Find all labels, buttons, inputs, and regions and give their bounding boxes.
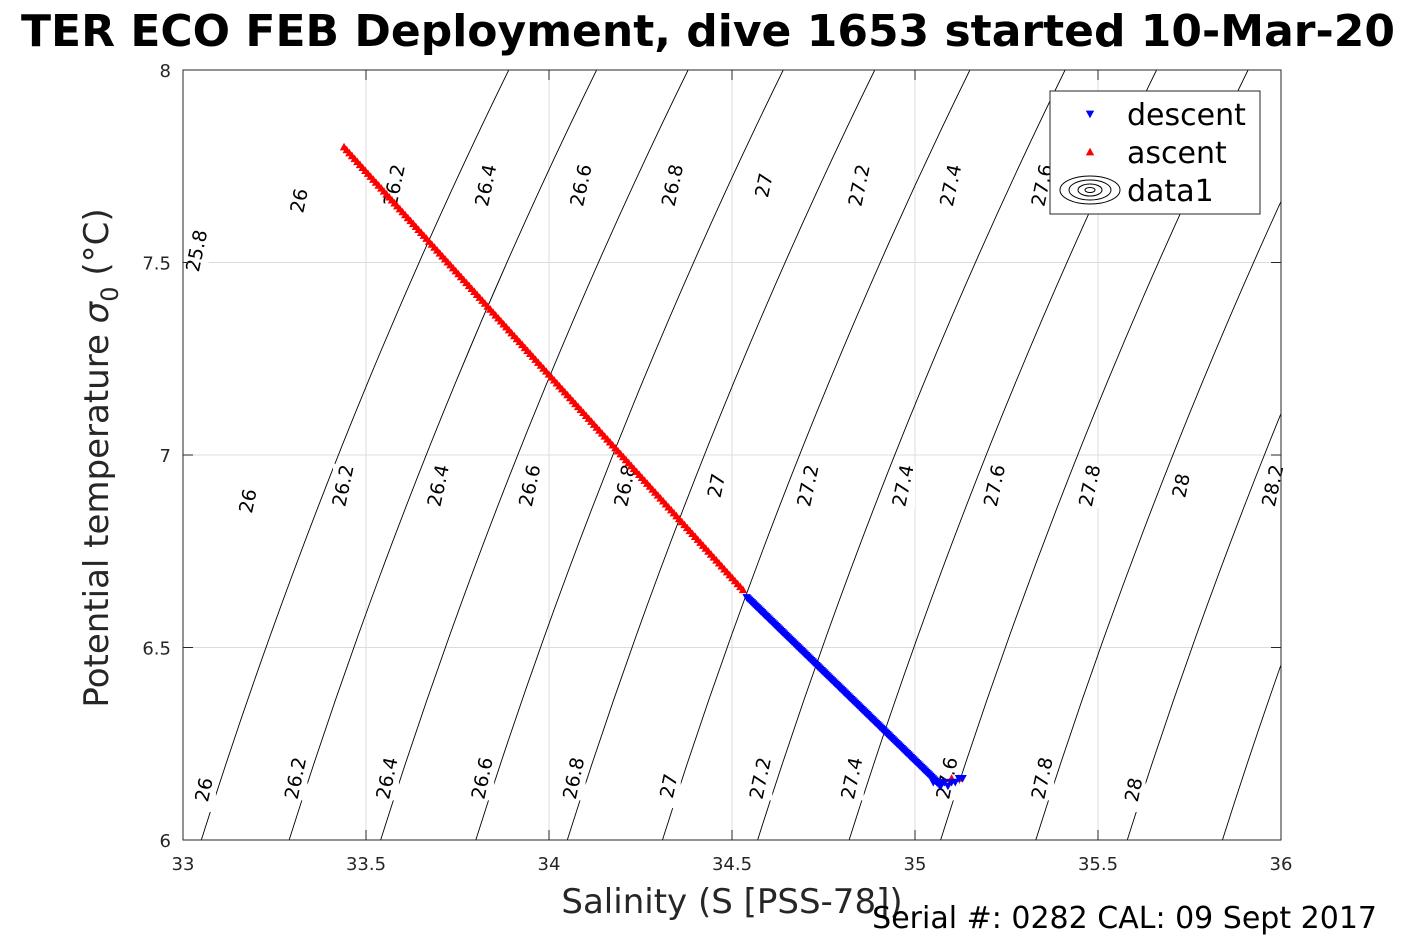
y-tick-label: 6 bbox=[160, 831, 171, 852]
y-axis-ticks: 6 6.5 7 7.5 8 bbox=[142, 61, 1281, 852]
contour-label: 27 bbox=[704, 472, 731, 500]
isopycnal-line bbox=[200, 70, 510, 840]
contour-label-bg bbox=[186, 228, 209, 273]
contour-label-bg bbox=[750, 756, 773, 801]
contour-label-bg bbox=[1262, 463, 1285, 508]
density-contour-labels: 25.826262626.226.226.226.426.426.426.626… bbox=[182, 162, 1288, 812]
contour-label-bg bbox=[984, 463, 1007, 508]
isopycnal-line bbox=[662, 70, 971, 840]
contour-label-bg bbox=[563, 756, 586, 801]
y-tick-label: 8 bbox=[160, 61, 171, 82]
legend-box bbox=[1049, 90, 1261, 215]
descent-point bbox=[936, 782, 945, 791]
x-axis-label: Salinity (S [PSS-78]) bbox=[561, 882, 902, 922]
contour-label-bg bbox=[893, 463, 916, 508]
contour-label-bg bbox=[1032, 163, 1055, 208]
serial-cal-footer: Serial #: 0282 CAL: 09 Sept 2017 bbox=[872, 901, 1377, 936]
x-tick-label: 35 bbox=[904, 854, 927, 875]
descent-point bbox=[943, 782, 953, 791]
x-tick-label: 33 bbox=[172, 854, 195, 875]
contour-label-bg bbox=[662, 163, 685, 208]
contour-label-bg bbox=[658, 764, 681, 809]
x-tick-label: 34 bbox=[538, 854, 561, 875]
legend-marker-ascent bbox=[1085, 147, 1095, 156]
contour-label-bg bbox=[570, 163, 593, 208]
isopycnal-line bbox=[1126, 412, 1281, 840]
legend-marker-contour bbox=[1084, 187, 1096, 193]
y-axis-label-subscript: 0 bbox=[96, 286, 124, 301]
legend-label-descent: descent bbox=[1127, 98, 1246, 133]
contour-label-bg bbox=[753, 163, 776, 208]
contour-label-bg bbox=[475, 163, 498, 208]
y-axis-label-main: Potential temperature bbox=[77, 323, 117, 707]
contour-label-bg bbox=[193, 767, 216, 812]
descent-points bbox=[742, 594, 967, 791]
contour-label: 26 bbox=[286, 187, 313, 215]
contour-label-bg bbox=[614, 463, 637, 508]
legend-marker-contour bbox=[1068, 179, 1112, 201]
legend-marker-descent bbox=[1085, 110, 1095, 119]
contour-label-bg bbox=[428, 463, 451, 508]
contour-label-bg bbox=[1032, 756, 1055, 801]
contour-label-bg bbox=[237, 479, 260, 524]
isopycnal-line bbox=[1035, 200, 1281, 840]
descent-point bbox=[958, 775, 967, 783]
contour-label-bg bbox=[1171, 463, 1194, 508]
descent-point bbox=[929, 778, 938, 787]
ascent-points bbox=[339, 142, 964, 786]
y-tick-label: 7 bbox=[160, 446, 171, 467]
isopycnal-line bbox=[380, 70, 689, 840]
contour-label-bg bbox=[472, 756, 495, 801]
isopycnal-line bbox=[566, 70, 876, 840]
contour-label-bg bbox=[376, 756, 399, 801]
x-tick-label: 33.5 bbox=[346, 854, 386, 875]
contour-label-bg bbox=[797, 463, 820, 508]
contour-label-bg bbox=[1123, 767, 1146, 812]
contour-label-bg bbox=[333, 463, 356, 508]
ascent-point bbox=[738, 585, 748, 594]
contour-label-bg bbox=[519, 463, 542, 508]
x-tick-label: 35.5 bbox=[1078, 854, 1118, 875]
contour-label-bg bbox=[1079, 463, 1102, 508]
contour-label-bg bbox=[289, 178, 312, 223]
contour-label: 27 bbox=[751, 171, 778, 199]
isopycnal-line bbox=[288, 70, 597, 840]
contour-label-bg bbox=[849, 163, 872, 208]
y-axis-label-unit: (°C) bbox=[77, 208, 117, 286]
contour-label: 28 bbox=[1121, 776, 1148, 804]
contour-label-bg bbox=[940, 163, 963, 208]
contour-label-bg bbox=[706, 463, 729, 508]
isopycnal-line bbox=[1222, 663, 1281, 840]
contour-label-bg bbox=[936, 756, 959, 801]
isopycnal-line bbox=[475, 70, 784, 840]
y-axis-label-sigma: σ bbox=[77, 300, 117, 323]
legend-label-data1: data1 bbox=[1127, 174, 1214, 209]
x-axis-ticks: 33 33.5 34 34.5 35 35.5 36 bbox=[172, 70, 1293, 875]
legend-marker-contour bbox=[1059, 175, 1121, 205]
contour-label-bg bbox=[841, 756, 864, 801]
descent-point bbox=[951, 778, 960, 787]
contour-label: 26 bbox=[235, 487, 262, 515]
isopycnal-line bbox=[757, 70, 1066, 840]
legend-label-ascent: ascent bbox=[1127, 136, 1227, 171]
contour-label-bg bbox=[285, 756, 308, 801]
chart-title: TER ECO FEB Deployment, dive 1653 starte… bbox=[21, 6, 1395, 57]
contour-label: 26 bbox=[191, 776, 218, 804]
contour-label: 28 bbox=[1168, 472, 1195, 500]
descent-point bbox=[940, 778, 949, 787]
x-tick-label: 34.5 bbox=[712, 854, 752, 875]
y-tick-label: 6.5 bbox=[142, 639, 171, 660]
y-tick-label: 7.5 bbox=[142, 254, 171, 275]
x-tick-label: 36 bbox=[1270, 854, 1293, 875]
contour-label: 27 bbox=[656, 772, 683, 800]
y-axis-label: Potential temperature σ0 (°C) bbox=[77, 208, 124, 707]
legend-marker-contour bbox=[1077, 183, 1103, 197]
